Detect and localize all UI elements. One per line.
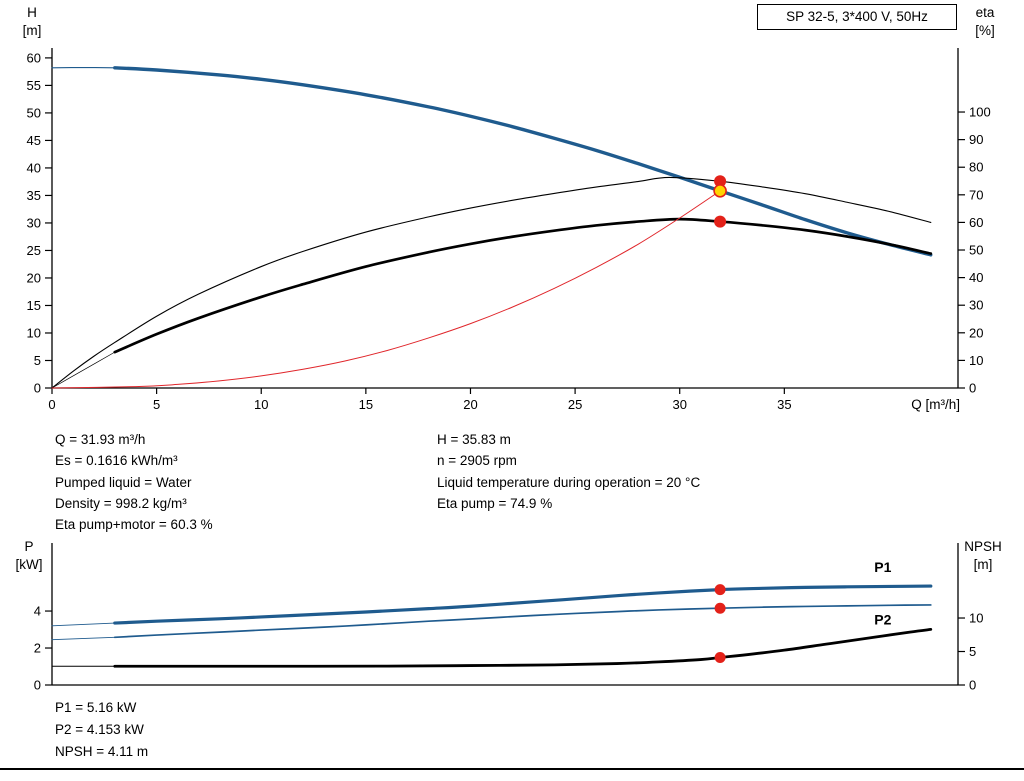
- duty-point-marker[interactable]: [714, 175, 727, 188]
- eta-axis-title-unit: [%]: [975, 23, 995, 38]
- duty-point-marker[interactable]: [714, 584, 726, 596]
- duty-info-line: Eta pump = 74.9 %: [437, 495, 553, 511]
- x-tick-label: 5: [153, 397, 160, 412]
- x-tick-label: 10: [254, 397, 268, 412]
- y-left-tick-label: 0: [34, 678, 41, 693]
- h-axis-title-symbol: H: [27, 5, 37, 20]
- duty-info-line: Liquid temperature during operation = 20…: [437, 474, 701, 490]
- curve-p1: [113, 584, 933, 625]
- y-right-tick-label: 0: [969, 678, 976, 693]
- y-left-tick-label: 40: [27, 160, 41, 175]
- npsh-axis-title: NPSH [m]: [955, 538, 1011, 574]
- npsh-axis-title-unit: [m]: [973, 557, 993, 572]
- power-npsh-info: P1 = 5.16 kW P2 = 4.153 kW NPSH = 4.11 m: [55, 697, 148, 762]
- y-right-tick-label: 70: [969, 187, 983, 202]
- duty-info-line: Pumped liquid = Water: [55, 474, 192, 490]
- q-axis-title: Q [m³/h]: [911, 397, 960, 412]
- y-right-tick-label: 40: [969, 270, 983, 285]
- y-left-tick-label: 4: [34, 604, 41, 619]
- y-left-tick-label: 60: [27, 50, 41, 65]
- footer-divider: [0, 768, 1024, 770]
- y-right-tick-label: 50: [969, 243, 983, 258]
- duty-point-info-right: H = 35.83 m n = 2905 rpm Liquid temperat…: [437, 429, 700, 514]
- y-left-tick-label: 45: [27, 133, 41, 148]
- y-left-tick-label: 5: [34, 353, 41, 368]
- x-tick-label: 30: [672, 397, 686, 412]
- y-left-tick-label: 2: [34, 641, 41, 656]
- y-left-tick-label: 20: [27, 270, 41, 285]
- duty-info-line: Density = 998.2 kg/m³: [55, 495, 187, 511]
- y-right-tick-label: 10: [969, 611, 983, 626]
- h-axis-title: H [m]: [12, 4, 52, 40]
- curve-p2: [113, 604, 932, 639]
- curve-p2-lead-in: [51, 636, 116, 641]
- series-label: P2: [874, 611, 891, 627]
- duty-point-marker[interactable]: [714, 215, 727, 228]
- y-right-tick-label: 30: [969, 298, 983, 313]
- y-left-tick-label: 30: [27, 215, 41, 230]
- y-right-tick-label: 5: [969, 644, 976, 659]
- y-left-tick-label: 0: [34, 381, 41, 396]
- duty-info-line: Eta pump+motor = 60.3 %: [55, 517, 213, 533]
- duty-point-marker[interactable]: [714, 651, 726, 663]
- y-right-tick-label: 80: [969, 160, 983, 175]
- x-tick-label: 20: [463, 397, 477, 412]
- pump-model-box: SP 32-5, 3*400 V, 50Hz: [757, 4, 957, 30]
- p-axis-title-symbol: P: [24, 539, 34, 554]
- y-right-tick-label: 100: [969, 105, 991, 120]
- power-info-line: NPSH = 4.11 m: [55, 743, 149, 759]
- duty-info-line: H = 35.83 m: [437, 432, 511, 447]
- x-tick-label: 35: [777, 397, 791, 412]
- power-info-line: P2 = 4.153 kW: [55, 721, 144, 737]
- x-tick-label: 0: [48, 397, 55, 412]
- curve-npsh: [113, 628, 933, 668]
- curve-p1-lead-in: [51, 622, 116, 627]
- duty-point-info-left: Q = 31.93 m³/h Es = 0.1616 kWh/m³ Pumped…: [55, 429, 213, 535]
- curve-system-curve: [51, 190, 721, 389]
- y-left-tick-label: 25: [27, 243, 41, 258]
- y-left-tick-label: 15: [27, 298, 41, 313]
- y-right-tick-label: 90: [969, 132, 983, 147]
- duty-info-line: Es = 0.1616 kWh/m³: [55, 453, 178, 469]
- y-left-tick-label: 35: [27, 188, 41, 203]
- curve-eta-pump: [51, 176, 932, 389]
- power-info-line: P1 = 5.16 kW: [55, 700, 137, 715]
- series-label: P1: [874, 559, 891, 575]
- curve-eta-pump-motor-lead-in: [51, 351, 116, 389]
- eta-axis-title: eta [%]: [964, 4, 1006, 40]
- eta-axis-title-symbol: eta: [975, 5, 995, 20]
- y-left-tick-label: 10: [27, 325, 41, 340]
- p-axis-title-unit: [kW]: [15, 557, 43, 572]
- y-left-tick-label: 50: [27, 105, 41, 120]
- duty-point-marker[interactable]: [714, 602, 726, 614]
- y-left-tick-label: 55: [27, 78, 41, 93]
- y-right-tick-label: 20: [969, 325, 983, 340]
- duty-info-line: n = 2905 rpm: [437, 453, 517, 469]
- npsh-axis-title-symbol: NPSH: [964, 539, 1002, 554]
- x-tick-label: 15: [359, 397, 373, 412]
- curve-h-curve: [113, 66, 933, 257]
- x-tick-label: 25: [568, 397, 582, 412]
- y-right-tick-label: 0: [969, 381, 976, 396]
- p-axis-title: P [kW]: [8, 538, 50, 574]
- y-right-tick-label: 60: [969, 215, 983, 230]
- curve-eta-pump-motor: [113, 217, 933, 354]
- h-axis-title-unit: [m]: [22, 23, 42, 38]
- duty-point-marker[interactable]: [713, 184, 727, 198]
- y-right-tick-label: 10: [969, 353, 983, 368]
- duty-info-line: Q = 31.93 m³/h: [55, 432, 146, 447]
